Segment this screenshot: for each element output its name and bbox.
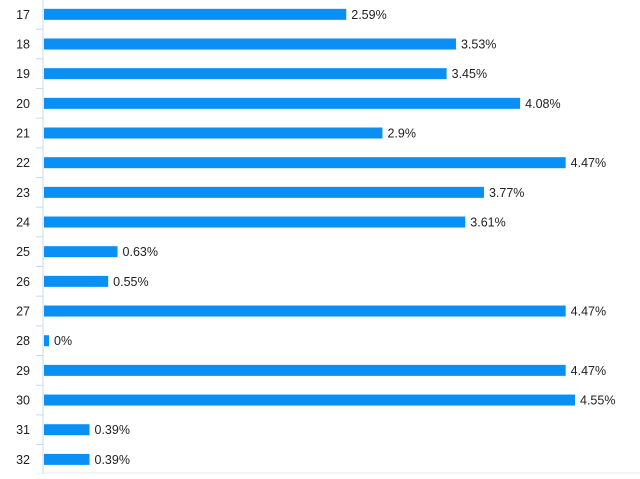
data-label: 0.63% <box>123 245 158 259</box>
data-label: 0.55% <box>113 275 148 289</box>
y-tick-label: 23 <box>16 186 30 200</box>
bar <box>44 246 118 258</box>
bar <box>44 453 90 465</box>
y-tick-label: 20 <box>16 97 30 111</box>
y-tick-label: 31 <box>16 423 30 437</box>
bar <box>44 186 484 198</box>
y-tick-label: 29 <box>16 364 30 378</box>
bar <box>44 216 466 228</box>
data-label: 3.61% <box>470 216 505 230</box>
bar <box>44 275 109 287</box>
data-label: 4.55% <box>580 394 615 408</box>
y-tick-label: 19 <box>16 67 30 81</box>
bar <box>44 364 566 376</box>
bar <box>44 127 383 139</box>
y-tick-label: 30 <box>16 394 30 408</box>
data-label: 3.77% <box>489 186 524 200</box>
y-tick-label: 21 <box>16 127 30 141</box>
bar <box>44 394 575 406</box>
data-label: 4.47% <box>571 156 606 170</box>
data-label: 0.39% <box>95 423 130 437</box>
bar <box>44 68 447 80</box>
data-label: 2.9% <box>387 127 416 141</box>
y-tick-label: 32 <box>16 453 30 467</box>
data-label: 4.47% <box>571 364 606 378</box>
y-tick-label: 25 <box>16 245 30 259</box>
y-tick-label: 28 <box>16 334 30 348</box>
bar <box>44 97 521 109</box>
data-label: 2.59% <box>351 8 386 22</box>
bar <box>44 8 347 20</box>
bar <box>44 335 49 347</box>
y-tick-label: 22 <box>16 156 30 170</box>
data-label: 0% <box>54 334 72 348</box>
y-tick-label: 17 <box>16 8 30 22</box>
bar <box>44 424 90 436</box>
bar <box>44 157 566 169</box>
bar <box>44 38 456 50</box>
y-tick-label: 27 <box>16 305 30 319</box>
y-tick-label: 24 <box>16 216 30 230</box>
bar <box>44 305 566 317</box>
y-tick-label: 18 <box>16 38 30 52</box>
data-label: 4.47% <box>571 305 606 319</box>
data-label: 3.53% <box>461 38 496 52</box>
y-tick-label: 26 <box>16 275 30 289</box>
data-label: 0.39% <box>95 453 130 467</box>
data-label: 4.08% <box>525 97 560 111</box>
data-label: 3.45% <box>452 67 487 81</box>
